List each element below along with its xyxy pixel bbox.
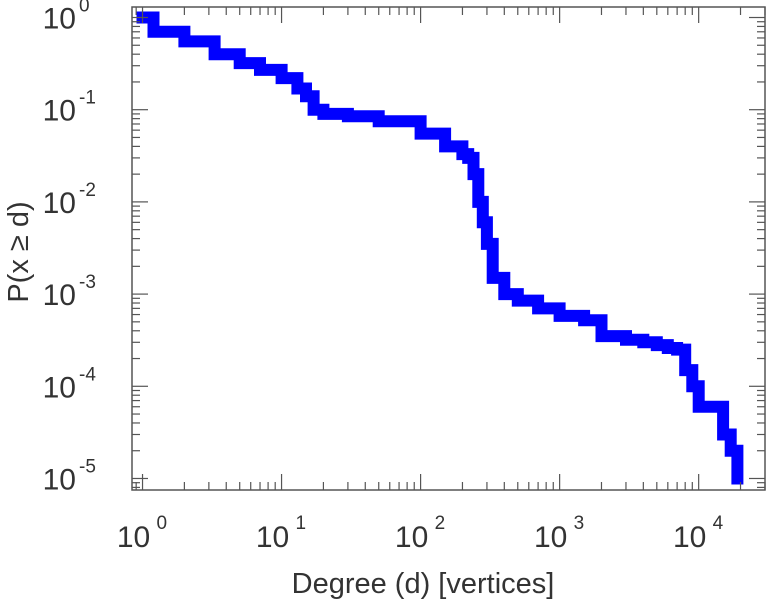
plot-area (131, 6, 766, 491)
x-axis-label: Degree (d) [vertices] (292, 568, 555, 600)
x-tick-label-exponent: 4 (713, 513, 724, 534)
y-tick-label-exponent: -2 (79, 180, 96, 201)
x-tick-label-exponent: 0 (157, 513, 168, 534)
y-axis-label: P(x ≥ d) (3, 201, 35, 302)
x-tick-label: 10 (395, 521, 428, 554)
y-tick-label: 10 (43, 371, 76, 404)
plot-frame (131, 6, 766, 491)
y-tick-label-exponent: -3 (79, 272, 96, 293)
x-tick-label: 10 (117, 521, 150, 554)
y-tick-label: 10 (43, 463, 76, 496)
y-tick-label: 10 (43, 279, 76, 312)
y-tick-label: 10 (43, 95, 76, 128)
y-tick-label-exponent: 0 (79, 0, 90, 17)
y-tick-label: 10 (43, 3, 76, 36)
y-tick-label-exponent: -4 (79, 364, 96, 385)
y-tick-label: 10 (43, 187, 76, 220)
series-line-0 (136, 11, 744, 485)
x-tick-label-exponent: 3 (574, 513, 585, 534)
x-axis: 10 0 10 1 10 2 10 3 10 4 (117, 7, 766, 554)
x-tick-label: 10 (673, 521, 706, 554)
y-tick-label-exponent: -5 (79, 456, 96, 477)
x-tick-label: 10 (256, 521, 289, 554)
x-tick-label-exponent: 1 (296, 513, 307, 534)
x-tick-label-exponent: 2 (435, 513, 446, 534)
y-tick-label-exponent: -1 (79, 88, 96, 109)
x-tick-label: 10 (534, 521, 567, 554)
